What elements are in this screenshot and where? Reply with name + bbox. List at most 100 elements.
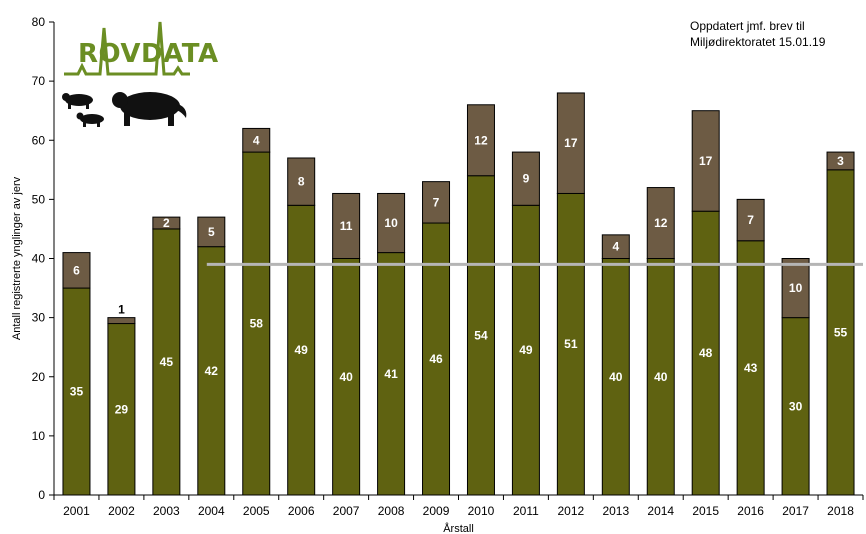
y-tick-label: 10 bbox=[32, 429, 46, 443]
data-label-lower: 55 bbox=[834, 325, 848, 339]
data-label-upper: 1 bbox=[118, 303, 125, 317]
data-label-upper: 10 bbox=[384, 216, 398, 230]
bar-lower-2003 bbox=[152, 228, 181, 496]
y-tick-label: 30 bbox=[32, 311, 46, 325]
data-label-upper: 3 bbox=[837, 154, 844, 168]
x-tick-label: 2002 bbox=[108, 504, 135, 518]
data-label-upper: 9 bbox=[523, 172, 530, 186]
data-label-lower: 35 bbox=[70, 385, 84, 399]
bar-lower-2006 bbox=[287, 204, 316, 496]
x-tick-label: 2011 bbox=[513, 504, 539, 518]
x-tick-label: 2010 bbox=[468, 504, 495, 518]
wolverine-icon bbox=[62, 92, 187, 127]
logo-text: ROVDATA bbox=[78, 39, 219, 69]
x-tick-label: 2017 bbox=[782, 504, 809, 518]
bars bbox=[62, 92, 855, 496]
data-label-upper: 4 bbox=[612, 240, 619, 254]
bar-lower-2017 bbox=[781, 317, 810, 496]
bar-upper-2004 bbox=[197, 216, 226, 248]
data-labels: 35 6 29 1 45 2 42 5 58 4 49 8 40 11 41 10 46 7 54 12 49 9 51 17… bbox=[70, 133, 848, 416]
x-tick-label: 2016 bbox=[737, 504, 764, 518]
bar-lower-2011 bbox=[511, 204, 540, 496]
bar-upper-2012 bbox=[556, 92, 585, 194]
update-note-line-1: Oppdatert jmf. brev til bbox=[690, 19, 805, 33]
data-label-upper: 8 bbox=[298, 175, 305, 189]
x-tick-label: 2018 bbox=[827, 504, 854, 518]
x-tick-label: 2009 bbox=[423, 504, 450, 518]
data-label-lower: 41 bbox=[384, 367, 398, 381]
data-label-upper: 10 bbox=[789, 281, 803, 295]
data-label-lower: 58 bbox=[250, 317, 264, 331]
y-tick-label: 60 bbox=[32, 133, 46, 147]
update-note: Oppdatert jmf. brev til Miljødirektorate… bbox=[690, 18, 860, 50]
data-label-lower: 45 bbox=[160, 355, 174, 369]
data-label-lower: 40 bbox=[609, 370, 623, 384]
bar-upper-2003 bbox=[152, 216, 181, 230]
bar-lower-2005 bbox=[242, 151, 271, 496]
data-label-upper: 6 bbox=[73, 263, 80, 277]
bar-lower-2018 bbox=[826, 169, 855, 496]
bar-upper-2017 bbox=[781, 258, 810, 319]
x-tick-label: 2005 bbox=[243, 504, 270, 518]
data-label-lower: 51 bbox=[564, 337, 578, 351]
x-tick-label: 2006 bbox=[288, 504, 315, 518]
y-tick-label: 80 bbox=[32, 15, 46, 29]
data-label-upper: 7 bbox=[433, 195, 440, 209]
y-tick-label: 20 bbox=[32, 370, 46, 384]
data-label-upper: 12 bbox=[474, 133, 488, 147]
bar-upper-2015 bbox=[691, 110, 720, 212]
bar-upper-2006 bbox=[287, 157, 316, 206]
data-label-lower: 46 bbox=[429, 352, 443, 366]
x-tick-label: 2003 bbox=[153, 504, 180, 518]
data-label-upper: 17 bbox=[699, 154, 713, 168]
data-label-upper: 11 bbox=[340, 219, 353, 233]
bar-lower-2004 bbox=[197, 246, 226, 496]
bar-upper-2001 bbox=[62, 252, 91, 289]
data-label-upper: 12 bbox=[654, 216, 668, 230]
data-label-lower: 49 bbox=[295, 343, 309, 357]
data-label-upper: 4 bbox=[253, 133, 260, 147]
bar-lower-2007 bbox=[332, 258, 361, 496]
logo-heartbeat-line bbox=[64, 21, 190, 76]
bar-upper-2008 bbox=[377, 192, 406, 254]
bar-upper-2009 bbox=[422, 181, 451, 224]
data-label-lower: 42 bbox=[205, 364, 219, 378]
bar-lower-2013 bbox=[601, 258, 630, 496]
y-tick-label: 70 bbox=[32, 74, 46, 88]
x-tick-label: 2013 bbox=[602, 504, 629, 518]
bar-lower-2008 bbox=[377, 252, 406, 496]
data-label-lower: 49 bbox=[519, 343, 533, 357]
bar-lower-2002 bbox=[107, 323, 136, 496]
y-tick-label: 40 bbox=[32, 252, 46, 266]
data-label-lower: 30 bbox=[789, 399, 803, 413]
x-tick-label: 2015 bbox=[692, 504, 719, 518]
x-tick-label: 2008 bbox=[378, 504, 405, 518]
data-label-lower: 43 bbox=[744, 361, 758, 375]
bar-upper-2016 bbox=[736, 198, 765, 242]
x-tick-label: 2001 bbox=[63, 504, 90, 518]
update-note-line-2: Miljødirektoratet 15.01.19 bbox=[690, 35, 826, 49]
data-label-lower: 29 bbox=[115, 402, 129, 416]
data-label-lower: 48 bbox=[699, 346, 713, 360]
y-tick-label: 0 bbox=[38, 488, 45, 502]
x-axis-title: Årstall bbox=[443, 522, 474, 534]
bar-lower-2001 bbox=[62, 287, 91, 496]
data-label-upper: 17 bbox=[564, 136, 578, 150]
x-tick-label: 2012 bbox=[558, 504, 585, 518]
bar-lower-2016 bbox=[736, 240, 765, 496]
bar-upper-2011 bbox=[511, 151, 540, 206]
bar-upper-2002 bbox=[107, 317, 136, 325]
y-axis-title: Antall registrerte ynglinger av jerv bbox=[11, 176, 23, 340]
axes: 0 10 20 30 40 50 60 70 80 2001 2002 2003 2004 2005 200… bbox=[32, 15, 864, 518]
bar-upper-2005 bbox=[242, 127, 271, 153]
x-tick-label: 2007 bbox=[333, 504, 360, 518]
y-tick-label: 50 bbox=[32, 192, 46, 206]
bar-upper-2013 bbox=[601, 234, 630, 260]
data-label-lower: 54 bbox=[474, 328, 488, 342]
data-label-upper: 2 bbox=[163, 216, 170, 230]
data-label-upper: 5 bbox=[208, 225, 215, 239]
x-tick-label: 2014 bbox=[647, 504, 674, 518]
bar-lower-2015 bbox=[691, 210, 720, 496]
bar-upper-2010 bbox=[466, 104, 495, 177]
